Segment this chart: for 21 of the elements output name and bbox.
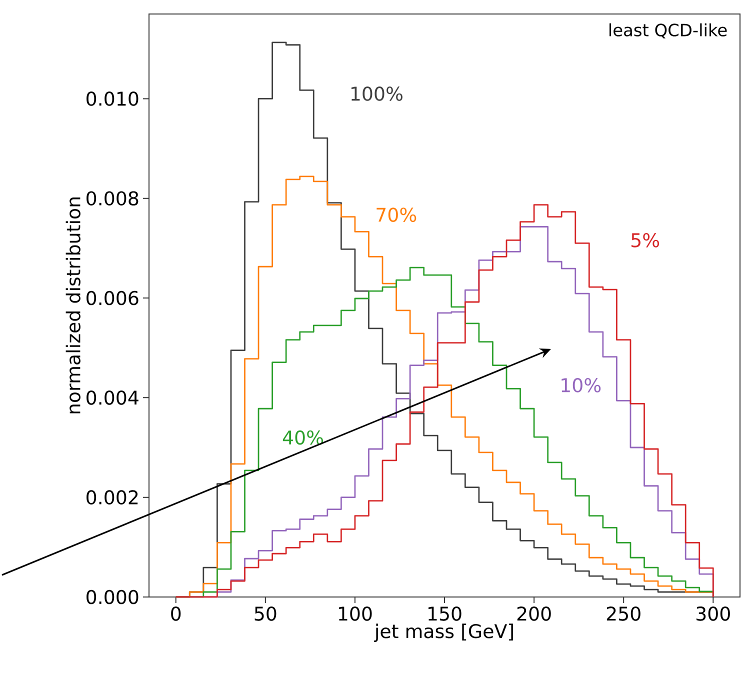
- x-tick-label: 50: [254, 606, 276, 621]
- x-tick-label: 300: [696, 606, 730, 621]
- x-tick-label: 150: [428, 606, 462, 621]
- series-label: 10%: [562, 378, 601, 392]
- y-tick-label: 0.006: [86, 290, 138, 306]
- series-label: 70%: [376, 208, 416, 222]
- y-tick-label: 0.002: [86, 490, 138, 504]
- x-axis-title: jet mass [GeV]: [374, 624, 513, 642]
- y-tick-label: 0.010: [86, 92, 138, 106]
- y-tick-label: 0.000: [86, 590, 138, 604]
- series-label: 100%: [351, 86, 402, 101]
- x-tick-label: 100: [338, 606, 372, 621]
- y-tick-label: 0.004: [86, 390, 138, 405]
- x-tick-label: 200: [517, 606, 551, 621]
- x-tick-label: 0: [171, 606, 181, 621]
- series-label: 40%: [282, 430, 324, 445]
- y-tick-label: 0.008: [86, 191, 138, 206]
- y-axis-title: normalized distribution: [66, 198, 80, 414]
- annotation: least QCD-like: [610, 23, 727, 38]
- text: 5%: [632, 233, 660, 248]
- x-tick-label: 250: [606, 606, 640, 621]
